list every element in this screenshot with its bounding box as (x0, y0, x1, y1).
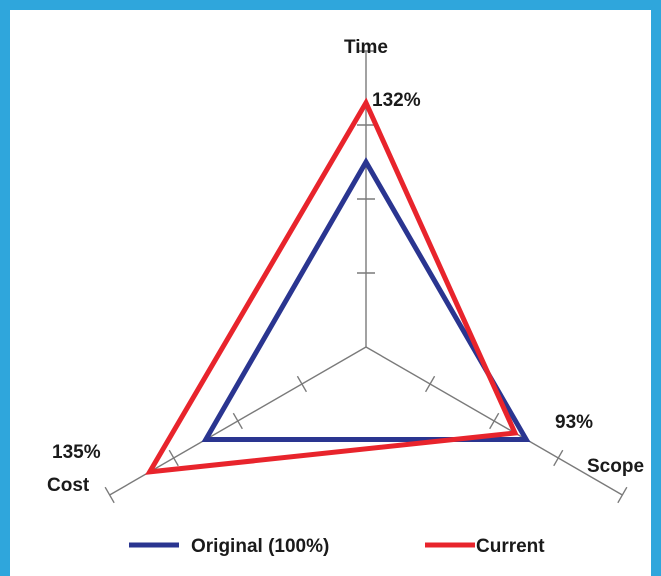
series-polygon-original (201, 156, 531, 442)
legend: Original (100%) Current (129, 536, 545, 557)
value-label-time: 132% (372, 90, 421, 111)
value-label-cost: 135% (52, 442, 101, 463)
axis-tick-scope (489, 412, 500, 430)
axis-label-time: Time (344, 37, 388, 58)
legend-label-original: Original (100%) (191, 536, 329, 557)
axis-tick-cost (168, 449, 179, 467)
axis-tick-scope (553, 449, 564, 467)
axes-group (104, 50, 628, 504)
axis-tick-cost (296, 375, 308, 393)
axis-tick-cost (104, 486, 115, 504)
legend-label-current: Current (476, 536, 545, 557)
axis-tick-cost (232, 412, 243, 430)
axis-label-cost: Cost (47, 475, 90, 496)
axis-label-scope: Scope (587, 456, 644, 477)
series-group (145, 97, 531, 475)
axis-tick-scope (424, 375, 436, 393)
value-label-scope: 93% (555, 412, 593, 433)
axis-tick-scope (617, 486, 628, 504)
series-polygon-current (145, 97, 519, 475)
